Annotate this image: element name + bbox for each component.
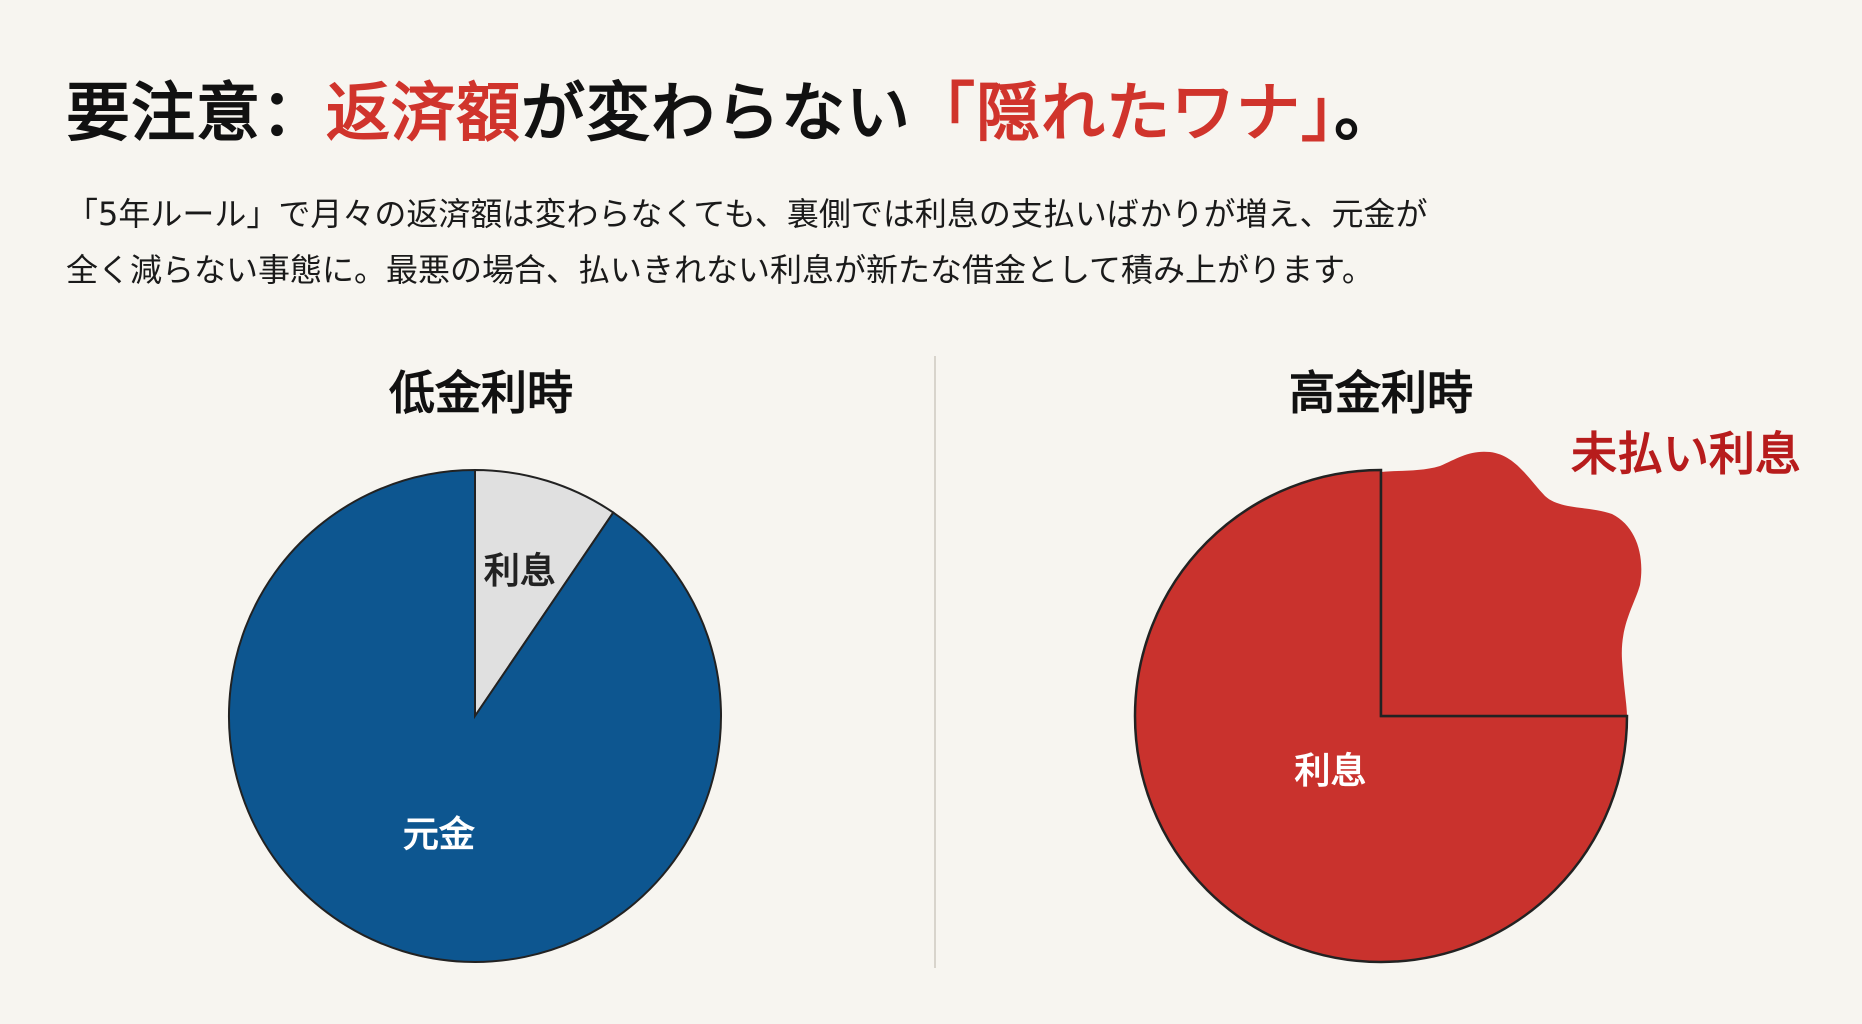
title-part: が変わらない	[521, 77, 911, 151]
description-line: 全く減らない事態に。最悪の場合、払いきれない利息が新たな借金として積み上がります…	[66, 251, 1374, 289]
pie-label: 利息	[484, 551, 556, 592]
page-title: 要注意：返済額が変わらない「隠れたワナ」。	[66, 62, 1399, 154]
title-highlight: 「隠れたワナ」	[911, 77, 1334, 151]
pie-label: 利息	[1294, 751, 1366, 792]
pie-slice-1	[228, 468, 722, 963]
pie-label: 元金	[403, 814, 476, 856]
pie-high-rate: 利息 未払い利息	[1133, 427, 1801, 964]
description-line: 「5年ルール」で月々の返済額は変わらなくても、裏側では利息の支払いばかりが増え、…	[66, 195, 1428, 233]
title-highlight: 返済額	[326, 77, 521, 151]
chart-title-high: 高金利時	[1289, 366, 1473, 420]
description: 「5年ルール」で月々の返済額は変わらなくても、裏側では利息の支払いばかりが増え、…	[66, 186, 1427, 298]
title-part: 要注意：	[66, 77, 326, 151]
chart-title-low: 低金利時	[389, 366, 573, 420]
pie-slice-unpaid-interest	[1381, 451, 1642, 716]
slice-border	[1379, 472, 1627, 718]
pie-slice-0	[474, 468, 615, 720]
pie-slice-interest	[1133, 468, 1629, 964]
title-part: 。	[1334, 77, 1399, 151]
unpaid-interest-label: 未払い利息	[1571, 427, 1801, 481]
